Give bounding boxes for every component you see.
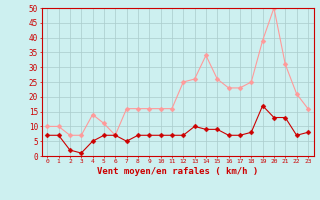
X-axis label: Vent moyen/en rafales ( km/h ): Vent moyen/en rafales ( km/h ) [97,167,258,176]
